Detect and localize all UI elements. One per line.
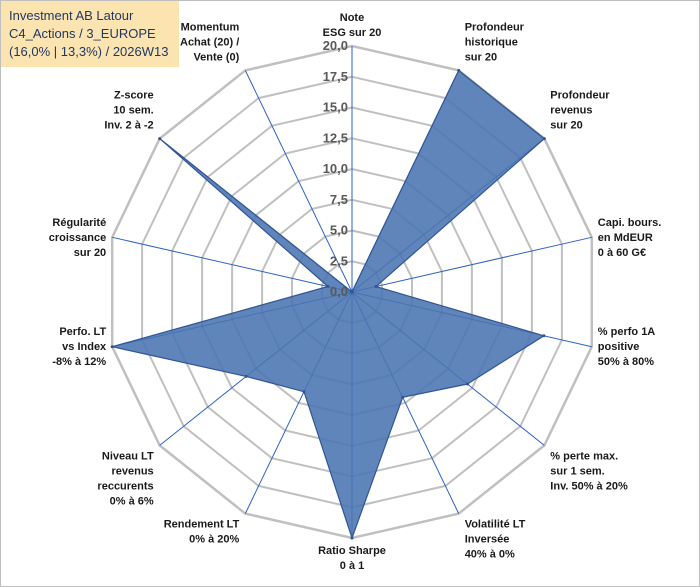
tick-label-3: 7,5 xyxy=(330,192,348,207)
data-point-12 xyxy=(158,137,162,141)
tick-label-0: 0,0 xyxy=(330,284,348,299)
axis-label-4-line-0: % perfo 1A xyxy=(598,326,656,338)
axis-label-7-line-1: 0 à 1 xyxy=(340,560,364,572)
axis-label-9-line-3: 0% à 6% xyxy=(110,495,154,507)
axis-label-0-line-1: ESG sur 20 xyxy=(323,27,382,39)
axis-label-2-line-2: sur 20 xyxy=(550,120,582,132)
axis-label-6-line-0: Volatilité LT xyxy=(465,519,526,531)
tick-label-7: 17,5 xyxy=(323,69,348,84)
data-point-3 xyxy=(374,285,378,288)
data-point-8 xyxy=(302,390,306,394)
data-point-4 xyxy=(542,334,546,338)
data-point-9 xyxy=(244,374,248,378)
axis-label-3-line-2: 0 à 60 G€ xyxy=(598,247,646,259)
axis-label-9-line-2: reccurents xyxy=(97,480,153,492)
axis-label-8-line-1: 0% à 20% xyxy=(189,534,239,546)
axis-label-9-line-1: revenus xyxy=(111,465,153,477)
data-point-11 xyxy=(326,285,330,288)
axis-label-3-line-1: en MdEUR xyxy=(598,232,653,244)
data-point-10 xyxy=(110,345,114,349)
axis-label-10-line-2: -8% à 12% xyxy=(52,356,106,368)
axis-label-11-line-2: sur 20 xyxy=(74,247,106,259)
axis-label-5-line-2: Inv. 50% à 20% xyxy=(550,480,628,492)
axis-label-12-line-1: 10 sem. xyxy=(113,105,153,117)
axis-label-13-line-0: Momentum xyxy=(181,21,240,33)
axis-label-1-line-1: historique xyxy=(465,36,518,48)
tick-label-4: 10,0 xyxy=(323,161,348,176)
axis-label-12-line-0: Z-score xyxy=(114,90,154,102)
axis-label-5-line-1: sur 1 sem. xyxy=(550,465,604,477)
data-area xyxy=(112,69,546,540)
chart-title-box: Investment AB Latour C4_Actions / 3_EURO… xyxy=(1,1,179,67)
data-point-7 xyxy=(350,536,354,540)
axis-label-0-line-0: Note xyxy=(340,12,364,24)
axis-label-2-line-0: Profondeur xyxy=(550,90,610,102)
tick-label-8: 20,0 xyxy=(323,38,348,53)
axis-label-8-line-0: Rendement LT xyxy=(164,519,240,531)
axis-label-6-line-2: 40% à 0% xyxy=(465,549,515,561)
data-point-6 xyxy=(401,395,405,399)
spoke-11 xyxy=(112,236,353,293)
axis-label-5-line-0: % perte max. xyxy=(550,450,618,462)
axis-label-13-line-2: Vente (0) xyxy=(193,51,239,63)
axis-label-7-line-0: Ratio Sharpe xyxy=(318,545,386,557)
axis-label-1-line-2: sur 20 xyxy=(465,51,497,63)
axis-label-10-line-0: Perfo. LT xyxy=(59,326,106,338)
tick-label-1: 2,5 xyxy=(330,253,348,268)
data-point-5 xyxy=(465,382,469,386)
tick-label-2: 5,0 xyxy=(330,223,348,238)
axis-label-3-line-0: Capi. bours. xyxy=(598,217,662,229)
tick-label-6: 15,0 xyxy=(323,100,348,115)
axis-label-9-line-0: Niveau LT xyxy=(102,450,154,462)
title-line-3: (16,0% | 13,3%) / 2026W13 xyxy=(9,44,169,59)
axis-label-11-line-1: croissance xyxy=(49,232,106,244)
axis-label-11-line-0: Régularité xyxy=(52,217,106,229)
spoke-3 xyxy=(351,236,592,293)
title-line-1: Investment AB Latour xyxy=(9,8,134,23)
axis-label-1-line-0: Profondeur xyxy=(465,21,525,33)
data-point-1 xyxy=(457,68,461,72)
tick-label-5: 12,5 xyxy=(323,130,348,145)
axis-label-6-line-1: Inversée xyxy=(465,534,510,546)
data-point-13 xyxy=(350,290,354,294)
axis-label-2-line-1: revenus xyxy=(550,105,592,117)
title-line-2: C4_Actions / 3_EUROPE xyxy=(9,26,156,41)
axis-label-10-line-1: vs Index xyxy=(62,341,107,353)
axis-label-4-line-2: 50% à 80% xyxy=(598,356,654,368)
data-point-2 xyxy=(542,137,546,141)
axis-label-12-line-2: Inv. 2 à -2 xyxy=(104,120,153,132)
axis-label-13-line-1: Achat (20) / xyxy=(180,36,239,48)
spoke-13 xyxy=(244,70,353,293)
axis-label-4-line-1: positive xyxy=(598,341,640,353)
